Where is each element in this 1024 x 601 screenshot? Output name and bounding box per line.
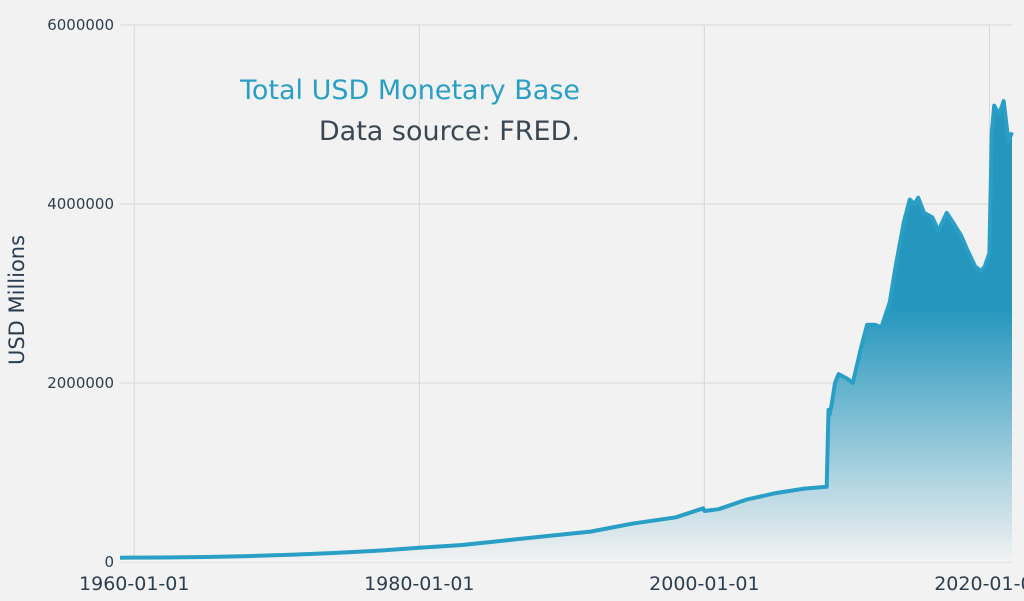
y-tick-label: 4000000 xyxy=(47,195,114,213)
series-area-fill xyxy=(120,101,1012,562)
x-tick-label: 2020-01-01 xyxy=(934,573,1024,595)
x-tick-label: 1980-01-01 xyxy=(364,573,474,595)
y-tick-label: 2000000 xyxy=(47,374,114,392)
chart-subtitle: Data source: FRED. xyxy=(319,116,580,147)
x-tick-label: 2000-01-01 xyxy=(649,573,759,595)
chart-title: Total USD Monetary Base xyxy=(239,75,580,106)
y-tick-label: 0 xyxy=(104,553,114,571)
series-line xyxy=(119,99,1014,560)
y-tick-label: 6000000 xyxy=(47,16,114,34)
y-axis-label: USD Millions xyxy=(5,235,29,365)
x-tick-label: 1960-01-01 xyxy=(79,573,189,595)
x-axis-tick-labels: 1960-01-01 1980-01-01 2000-01-01 2020-01-01 xyxy=(79,573,1024,595)
y-axis-tick-labels: 0 2000000 4000000 6000000 xyxy=(47,16,114,571)
